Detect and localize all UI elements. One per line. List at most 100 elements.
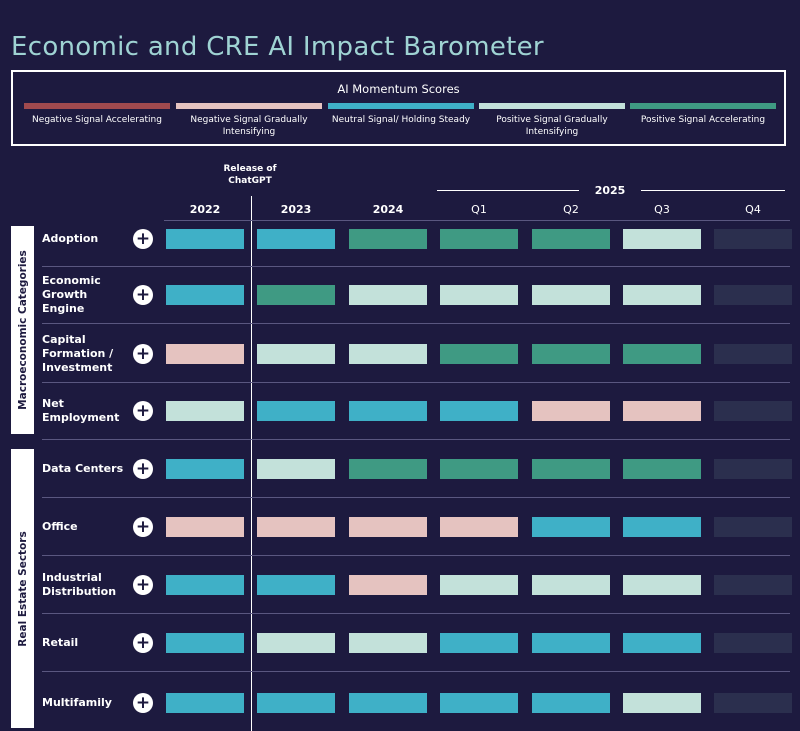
legend-label: Negative Signal Accelerating [32, 115, 162, 125]
heatmap-cell [714, 459, 792, 479]
heatmap-cell [714, 285, 792, 305]
row-label: Net Employment [42, 397, 120, 424]
heatmap-cell [623, 633, 701, 653]
heatmap-cell [714, 344, 792, 364]
heatmap-cell [257, 517, 335, 537]
legend-title: AI Momentum Scores [337, 82, 460, 96]
release-line [251, 196, 252, 731]
legend: AI Momentum Scores Negative Signal Accel… [11, 70, 786, 146]
group-label: Macroeconomic Categories [16, 250, 29, 410]
heatmap-cell [166, 285, 244, 305]
expand-button[interactable]: + [133, 459, 153, 479]
group-label: Real Estate Sectors [16, 530, 29, 647]
row-label: Economic Growth Engine [42, 274, 101, 315]
expand-button[interactable]: + [133, 575, 153, 595]
row-label: Retail [42, 636, 79, 649]
column-header-2024: 2024 [372, 203, 404, 216]
heatmap-cell [440, 401, 518, 421]
heatmap-cell [714, 575, 792, 595]
release-annotation: Release of ChatGPT [223, 164, 277, 186]
year-2025-bracket-left [437, 190, 579, 191]
row-separator [42, 266, 790, 267]
expand-button[interactable]: + [133, 517, 153, 537]
legend-label: Positive Signal Gradually Intensifying [496, 115, 608, 137]
heatmap-cell [257, 459, 335, 479]
heatmap-cell [349, 229, 427, 249]
heatmap-cell [166, 633, 244, 653]
legend-swatch [24, 103, 170, 109]
heatmap-cell [532, 633, 610, 653]
heatmap-cell [440, 517, 518, 537]
heatmap-cell [166, 344, 244, 364]
column-header-2023: 2023 [280, 203, 312, 216]
heatmap-cell [532, 575, 610, 595]
row-label: Office [42, 520, 78, 533]
heatmap-cell [349, 633, 427, 653]
heatmap-cell [257, 693, 335, 713]
expand-button[interactable]: + [133, 401, 153, 421]
heatmap-cell [257, 344, 335, 364]
legend-label: Negative Signal Gradually Intensifying [190, 115, 308, 137]
heatmap-cell [623, 517, 701, 537]
heatmap-cell [440, 285, 518, 305]
row-label: Adoption [42, 232, 99, 245]
row-label: Data Centers [42, 462, 124, 475]
row-separator [42, 497, 790, 498]
heatmap-cell [623, 229, 701, 249]
row-separator [42, 439, 790, 440]
heatmap-cell [532, 285, 610, 305]
heatmap-cell [714, 693, 792, 713]
heatmap-cell [623, 459, 701, 479]
heatmap-cell [532, 344, 610, 364]
column-header-2022: 2022 [189, 203, 221, 216]
expand-button[interactable]: + [133, 693, 153, 713]
legend-label: Positive Signal Accelerating [640, 115, 766, 125]
legend-item-neutral: Neutral Signal/ Holding Steady [328, 103, 474, 126]
row-separator [42, 613, 790, 614]
legend-item-neg_acc: Negative Signal Accelerating [24, 103, 170, 126]
legend-item-pos_grad: Positive Signal Gradually Intensifying [479, 103, 625, 138]
heatmap-cell [532, 229, 610, 249]
heatmap-cell [623, 401, 701, 421]
legend-label: Neutral Signal/ Holding Steady [331, 115, 471, 125]
expand-button[interactable]: + [133, 285, 153, 305]
expand-button[interactable]: + [133, 344, 153, 364]
heatmap-cell [440, 344, 518, 364]
heatmap-cell [623, 575, 701, 595]
legend-item-neg_grad: Negative Signal Gradually Intensifying [176, 103, 322, 138]
heatmap-cell [532, 401, 610, 421]
column-header-q4: Q4 [745, 203, 761, 216]
heatmap-cell [623, 693, 701, 713]
row-separator [42, 323, 790, 324]
heatmap-cell [349, 344, 427, 364]
group-macroeconomic: Macroeconomic Categories [11, 226, 34, 434]
row-label: Industrial Distribution [42, 571, 117, 598]
row-separator [42, 671, 790, 672]
heatmap-cell [257, 575, 335, 595]
group-real-estate: Real Estate Sectors [11, 449, 34, 728]
heatmap-cell [440, 575, 518, 595]
heatmap-cell [623, 344, 701, 364]
heatmap-cell [714, 401, 792, 421]
heatmap-cell [440, 459, 518, 479]
legend-item-pos_acc: Positive Signal Accelerating [630, 103, 776, 126]
expand-button[interactable]: + [133, 229, 153, 249]
header-separator [164, 220, 790, 221]
legend-swatch [176, 103, 322, 109]
heatmap-cell [440, 633, 518, 653]
column-header-q3: Q3 [654, 203, 670, 216]
heatmap-cell [257, 633, 335, 653]
heatmap-cell [532, 693, 610, 713]
row-label: Capital Formation / Investment [42, 333, 114, 374]
heatmap-cell [349, 459, 427, 479]
heatmap-cell [532, 517, 610, 537]
heatmap-cell [166, 229, 244, 249]
heatmap-cell [440, 693, 518, 713]
heatmap-cell [349, 517, 427, 537]
heatmap-cell [166, 517, 244, 537]
row-label: Multifamily [42, 696, 112, 709]
expand-button[interactable]: + [133, 633, 153, 653]
heatmap-cell [166, 693, 244, 713]
heatmap-cell [714, 633, 792, 653]
heatmap-cell [532, 459, 610, 479]
